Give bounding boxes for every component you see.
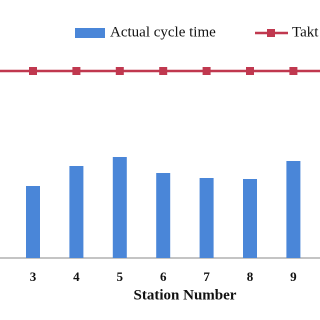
bar bbox=[286, 161, 301, 258]
bar bbox=[112, 157, 127, 258]
x-tick-label: 3 bbox=[30, 269, 37, 284]
line-marker bbox=[246, 67, 254, 75]
line-marker bbox=[72, 67, 81, 75]
bar bbox=[26, 186, 40, 258]
x-tick-label: 4 bbox=[73, 269, 80, 284]
legend-swatch bbox=[267, 29, 275, 37]
legend-swatch bbox=[75, 28, 105, 38]
line-marker bbox=[115, 67, 124, 75]
bar bbox=[69, 166, 84, 258]
line-marker bbox=[159, 67, 168, 75]
line-marker bbox=[289, 67, 298, 75]
legend-label: Actual cycle time bbox=[110, 24, 216, 40]
bar bbox=[199, 178, 214, 258]
x-tick-label: 6 bbox=[160, 269, 167, 284]
x-tick-label: 9 bbox=[290, 269, 297, 284]
legend-label: Takt bbox=[292, 24, 319, 40]
x-tick-label: 8 bbox=[247, 269, 254, 284]
x-tick-label: 7 bbox=[203, 269, 210, 284]
x-tick-label: 5 bbox=[117, 269, 124, 284]
bar bbox=[156, 173, 171, 258]
x-axis-label: Station Number bbox=[134, 287, 237, 303]
line-marker bbox=[29, 67, 37, 75]
line-marker bbox=[202, 67, 211, 75]
bar bbox=[243, 179, 257, 258]
